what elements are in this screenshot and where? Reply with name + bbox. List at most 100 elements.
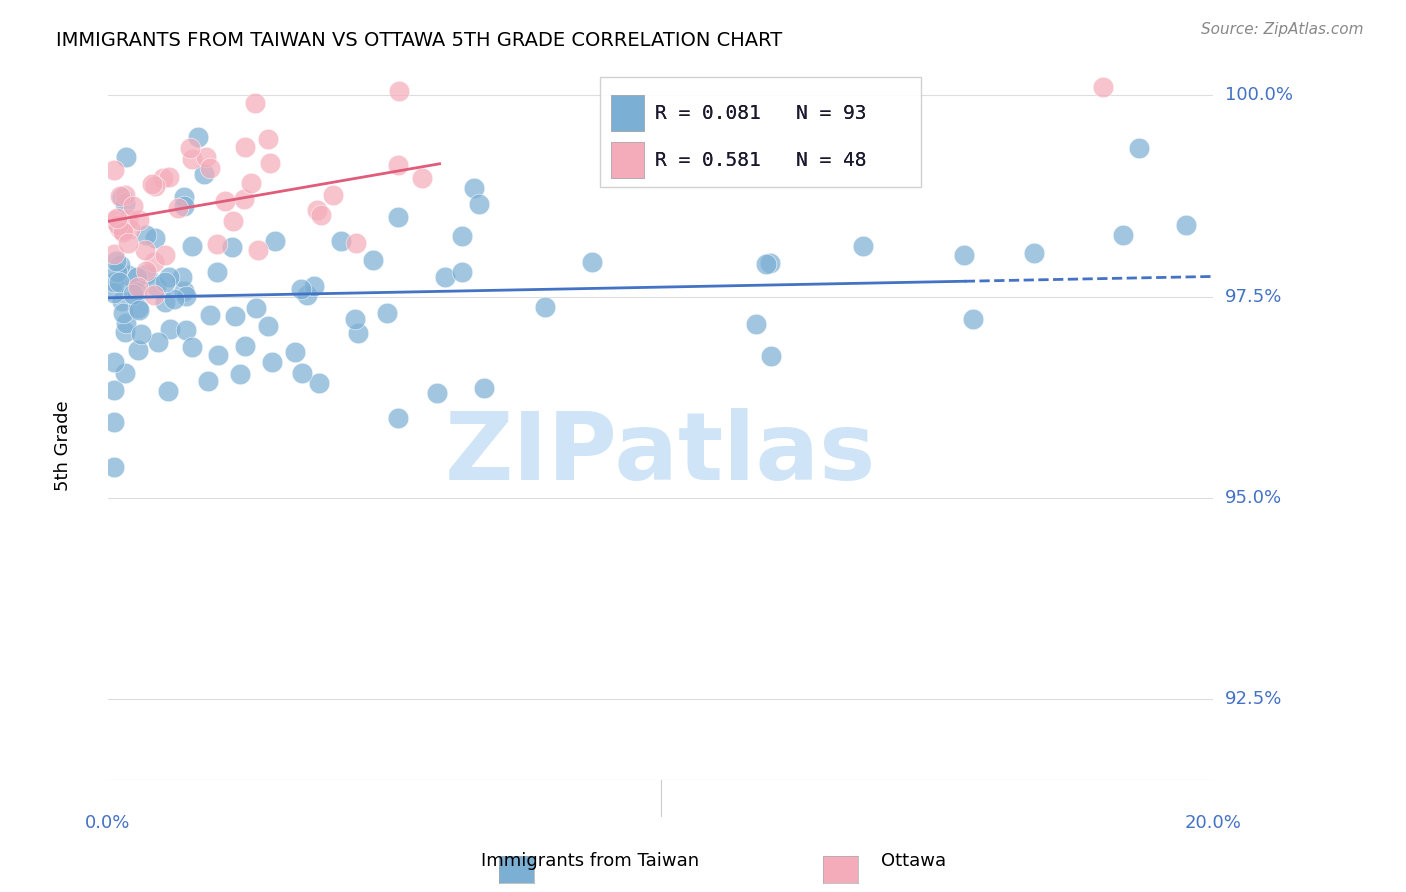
Point: [388, 84, 411, 98]
FancyBboxPatch shape: [612, 95, 644, 131]
Point: [110, 189, 132, 203]
Text: R = 0.081   N = 93: R = 0.081 N = 93: [655, 103, 866, 122]
Point: [295, 287, 318, 301]
Point: [127, 280, 149, 294]
Point: [233, 140, 256, 154]
Point: [176, 324, 198, 338]
Point: [263, 234, 285, 248]
Point: [173, 199, 195, 213]
Text: 92.5%: 92.5%: [1225, 690, 1282, 708]
Point: [962, 312, 984, 326]
Point: [377, 305, 399, 319]
Point: [755, 258, 778, 272]
Point: [111, 225, 134, 239]
Point: [534, 300, 557, 314]
Text: R = 0.581   N = 48: R = 0.581 N = 48: [655, 151, 866, 169]
Point: [117, 268, 139, 282]
Text: Source: ZipAtlas.com: Source: ZipAtlas.com: [1201, 22, 1364, 37]
Text: IMMIGRANTS FROM TAIWAN VS OTTAWA 5TH GRADE CORRELATION CHART: IMMIGRANTS FROM TAIWAN VS OTTAWA 5TH GRA…: [56, 31, 783, 50]
Text: 97.5%: 97.5%: [1225, 287, 1282, 306]
Point: [222, 214, 245, 228]
Point: [387, 210, 409, 224]
Point: [156, 384, 179, 399]
Point: [153, 294, 176, 309]
Point: [308, 376, 330, 390]
Point: [1111, 228, 1133, 243]
Point: [1174, 218, 1197, 232]
Point: [181, 340, 204, 354]
Point: [1128, 141, 1150, 155]
Point: [214, 194, 236, 209]
Text: ZIPatlas: ZIPatlas: [446, 408, 876, 500]
Point: [115, 150, 138, 164]
Point: [193, 168, 215, 182]
Text: 100.0%: 100.0%: [1225, 87, 1292, 104]
Point: [302, 279, 325, 293]
Point: [159, 322, 181, 336]
Point: [103, 415, 125, 429]
Point: [256, 131, 278, 145]
Point: [179, 141, 201, 155]
Point: [233, 192, 256, 206]
Point: [361, 253, 384, 268]
Point: [143, 254, 166, 268]
Point: [451, 228, 474, 243]
Point: [434, 269, 457, 284]
Point: [387, 411, 409, 425]
Point: [245, 301, 267, 316]
Point: [187, 130, 209, 145]
Point: [117, 211, 139, 226]
Point: [239, 176, 262, 190]
Text: Immigrants from Taiwan: Immigrants from Taiwan: [481, 852, 700, 870]
Point: [145, 279, 167, 293]
Point: [174, 289, 197, 303]
Point: [142, 288, 165, 302]
Point: [112, 306, 135, 320]
Point: [1024, 245, 1046, 260]
Point: [103, 162, 125, 177]
Point: [468, 196, 491, 211]
Point: [153, 248, 176, 262]
Point: [284, 344, 307, 359]
Point: [128, 303, 150, 318]
Text: 20.0%: 20.0%: [1185, 814, 1241, 832]
Point: [103, 275, 125, 289]
Point: [205, 237, 228, 252]
Point: [121, 287, 143, 301]
Text: R = 0.081   N = 93: R = 0.081 N = 93: [655, 103, 866, 122]
FancyBboxPatch shape: [612, 142, 644, 178]
Point: [115, 317, 138, 331]
Point: [309, 208, 332, 222]
Point: [157, 169, 180, 184]
Point: [180, 239, 202, 253]
Point: [207, 348, 229, 362]
Point: [173, 190, 195, 204]
Point: [221, 239, 243, 253]
Point: [145, 179, 167, 194]
Point: [143, 231, 166, 245]
Point: [128, 212, 150, 227]
Point: [426, 385, 449, 400]
Point: [114, 325, 136, 339]
Point: [450, 264, 472, 278]
Point: [952, 247, 974, 261]
Point: [291, 366, 314, 380]
Point: [103, 285, 125, 300]
Text: 5th Grade: 5th Grade: [55, 401, 72, 491]
Point: [108, 222, 131, 236]
Point: [121, 199, 143, 213]
Point: [135, 264, 157, 278]
Point: [329, 234, 352, 248]
Point: [205, 265, 228, 279]
Point: [346, 326, 368, 340]
Point: [141, 177, 163, 191]
Point: [229, 367, 252, 381]
Point: [162, 292, 184, 306]
Point: [259, 155, 281, 169]
Point: [103, 213, 125, 227]
Point: [852, 239, 875, 253]
Point: [472, 380, 495, 394]
Point: [120, 221, 142, 235]
Point: [103, 247, 125, 261]
Point: [463, 181, 485, 195]
